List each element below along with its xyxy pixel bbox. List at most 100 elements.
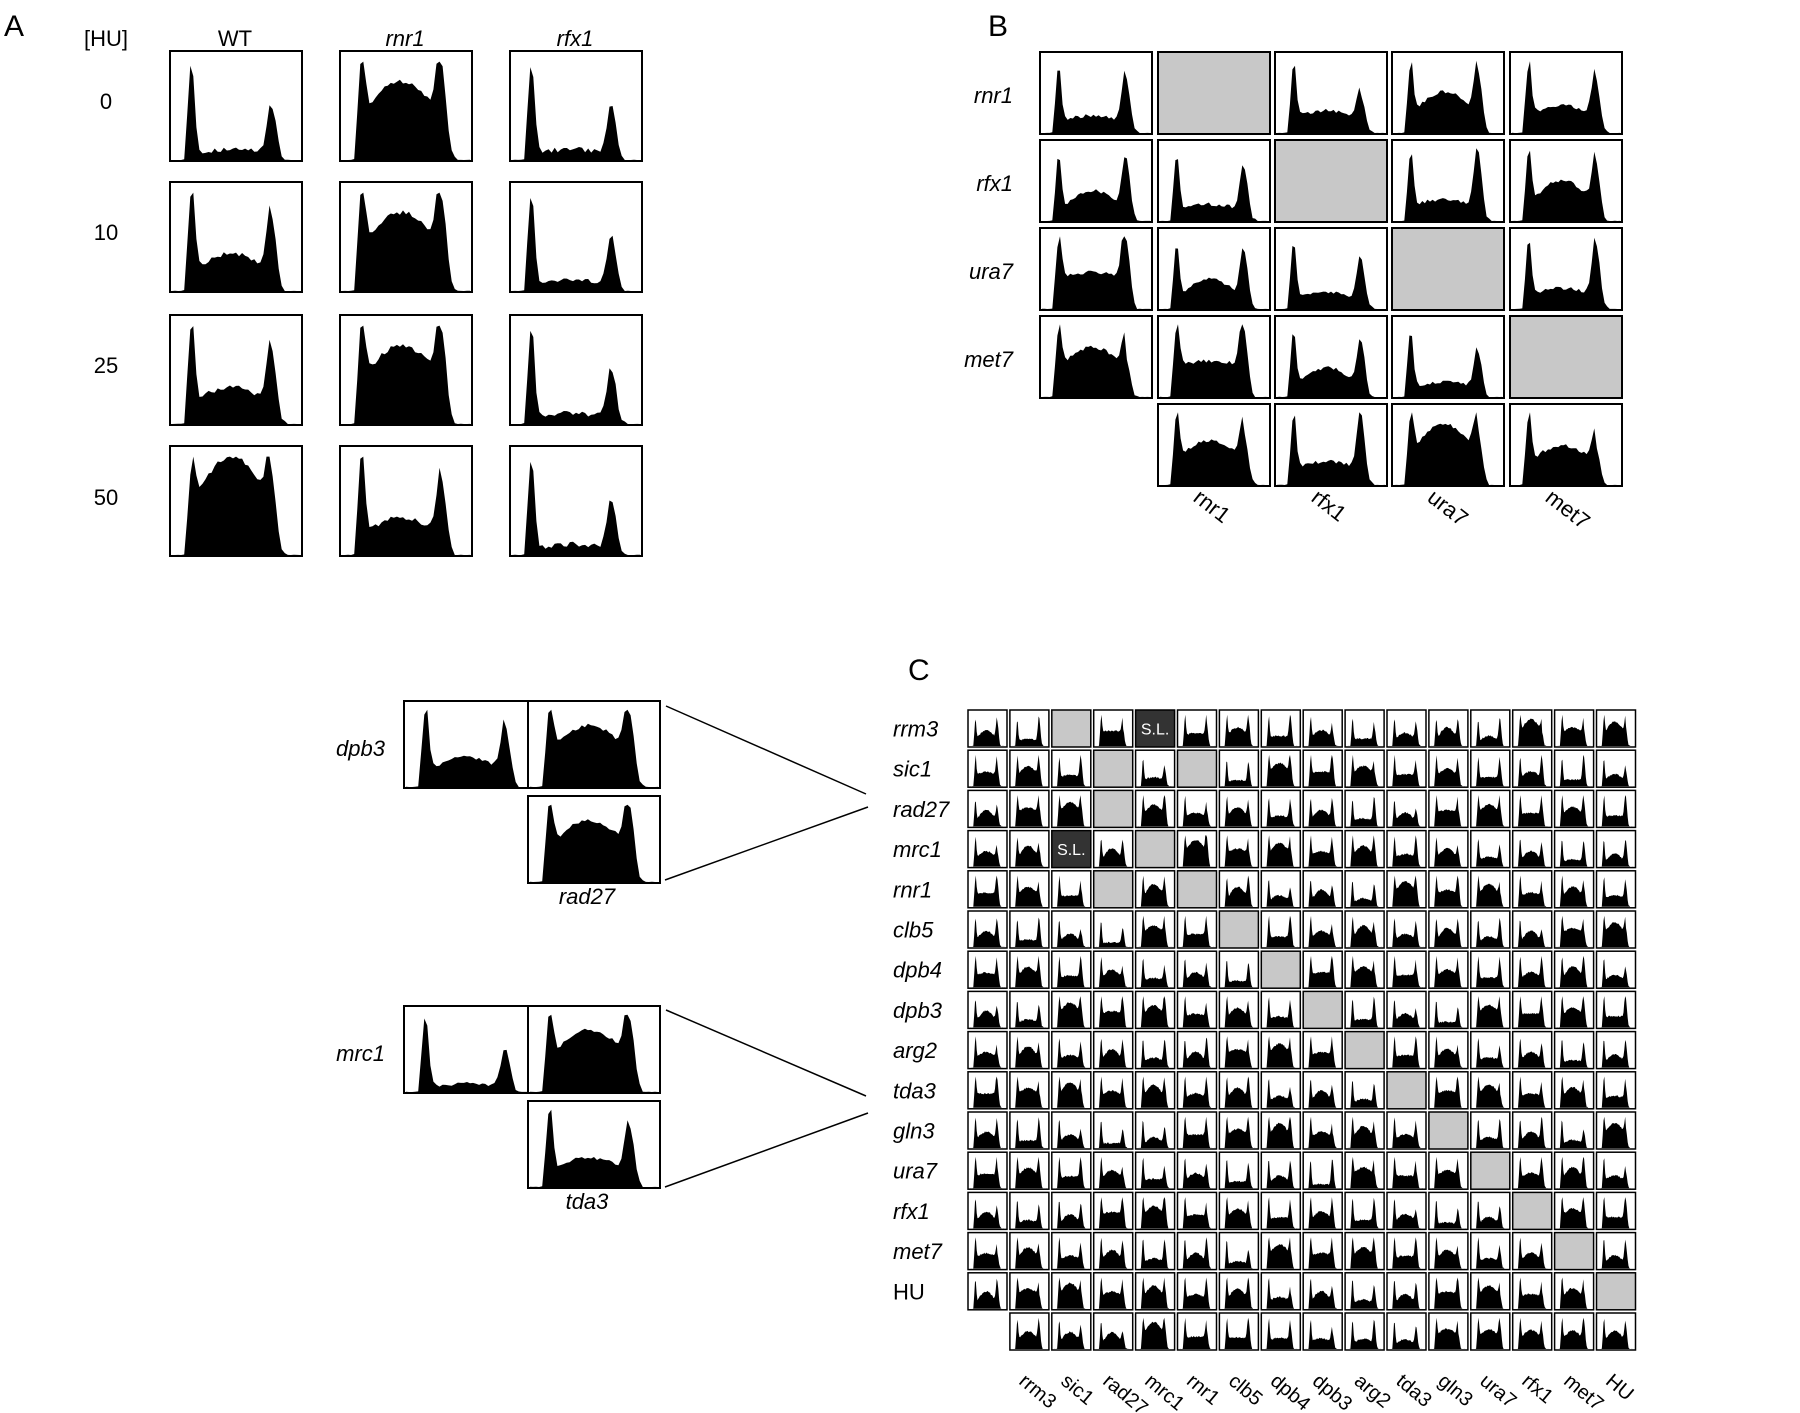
inset-1-col-label: rad27 [559,884,616,909]
dna-histogram [1305,754,1341,787]
dna-histogram [512,67,640,160]
panel-c-col-label: HU [1601,1370,1637,1405]
panel-c-row-label: rfx1 [893,1199,930,1224]
synthetic-lethal-cell [1134,709,1176,748]
panel-c-row-label: sic1 [893,757,932,782]
dna-histogram [1179,959,1215,988]
dna-histogram [1598,1239,1634,1269]
dna-histogram [1011,1156,1047,1189]
dna-histogram [1472,1317,1508,1349]
dna-histogram [1179,1277,1215,1309]
dna-histogram [1514,754,1550,787]
dna-histogram [1011,716,1047,746]
dna-histogram [1472,1201,1508,1229]
dna-histogram [1472,956,1508,988]
dna-histogram [970,1000,1005,1028]
dna-histogram [1221,1036,1257,1068]
dna-histogram [1556,955,1592,988]
dna-histogram [1472,996,1508,1028]
dna-histogram [1137,1317,1173,1349]
dna-histogram [1472,839,1508,867]
dna-histogram [970,1117,1005,1148]
dna-histogram [1394,335,1502,397]
panel-c-row-label: tda3 [893,1078,937,1103]
dna-histogram [1011,955,1047,988]
dna-histogram [1389,1322,1424,1349]
dna-histogram [1472,875,1508,907]
dna-histogram [1263,1318,1299,1349]
dna-histogram [970,1278,1005,1309]
panel-a-row-50: 50 [94,485,118,510]
dna-histogram [1179,795,1215,827]
dna-histogram [1472,795,1508,827]
dna-histogram [1179,1116,1215,1148]
dna-histogram [1053,955,1089,988]
connector-line [665,1009,867,1097]
dna-histogram [342,325,470,424]
dna-histogram [1305,1116,1341,1148]
empty-cell [1509,315,1623,399]
dna-histogram [1347,881,1383,907]
dna-histogram [1095,839,1131,867]
dna-histogram [1430,1001,1466,1028]
dna-histogram [1430,795,1466,827]
dna-histogram [1011,837,1047,867]
dna-histogram [1221,1076,1257,1108]
dna-histogram [1042,70,1150,133]
dna-histogram [1263,1116,1299,1148]
dna-histogram [970,1199,1005,1229]
dna-histogram [1179,1158,1215,1189]
dna-histogram [1095,1323,1131,1349]
dna-histogram [406,1018,534,1092]
dna-histogram [172,65,300,160]
dna-histogram [1512,61,1620,133]
panel-b-col-ura7: ura7 [1423,484,1473,531]
dna-histogram [1095,1156,1131,1189]
dna-histogram [1389,955,1424,988]
dna-histogram [1221,714,1257,746]
dna-histogram [1263,1237,1299,1269]
dna-histogram [970,754,1005,787]
connector-line [664,1112,869,1188]
dna-histogram [1011,1117,1047,1148]
dna-histogram [1263,1036,1299,1068]
dna-histogram [1514,996,1550,1028]
dna-histogram [1263,1160,1299,1189]
dna-histogram [1011,795,1047,827]
dna-histogram [1347,1197,1383,1229]
panel-c-row-label: rrm3 [893,717,939,742]
dna-histogram [1472,1118,1508,1148]
dna-histogram [1430,955,1466,988]
dna-histogram [1263,1079,1299,1108]
dna-histogram [1011,1036,1047,1068]
dna-histogram [1160,248,1268,309]
dna-histogram [1095,956,1131,988]
dna-histogram [512,461,640,555]
inset-2-col-label: tda3 [566,1189,610,1214]
dna-histogram [1263,798,1299,827]
dna-histogram [1137,1039,1173,1068]
panel-a-row-25: 25 [94,353,118,378]
dna-histogram [1389,754,1424,787]
dna-histogram [1221,875,1257,907]
dna-histogram [1389,918,1424,947]
empty-cell [1157,51,1271,135]
synthetic-lethal-label: S.L. [1141,722,1169,739]
dna-histogram [1430,719,1466,746]
dna-histogram [1137,996,1173,1028]
dna-histogram [1053,1156,1089,1189]
empty-cell [1428,1111,1469,1150]
empty-cell [1134,829,1176,869]
dna-histogram [1347,1116,1383,1148]
dna-histogram [1512,237,1620,309]
panel-a-letter: A [4,10,24,43]
panel-c-col-label: clb5 [1224,1370,1266,1410]
empty-cell [1386,1071,1427,1110]
dna-histogram [342,61,470,160]
dna-histogram [1430,1036,1466,1068]
dna-histogram [342,456,470,555]
dna-histogram [1347,718,1383,746]
dna-histogram [1514,1038,1550,1068]
panel-c-row-label: gln3 [893,1119,935,1144]
